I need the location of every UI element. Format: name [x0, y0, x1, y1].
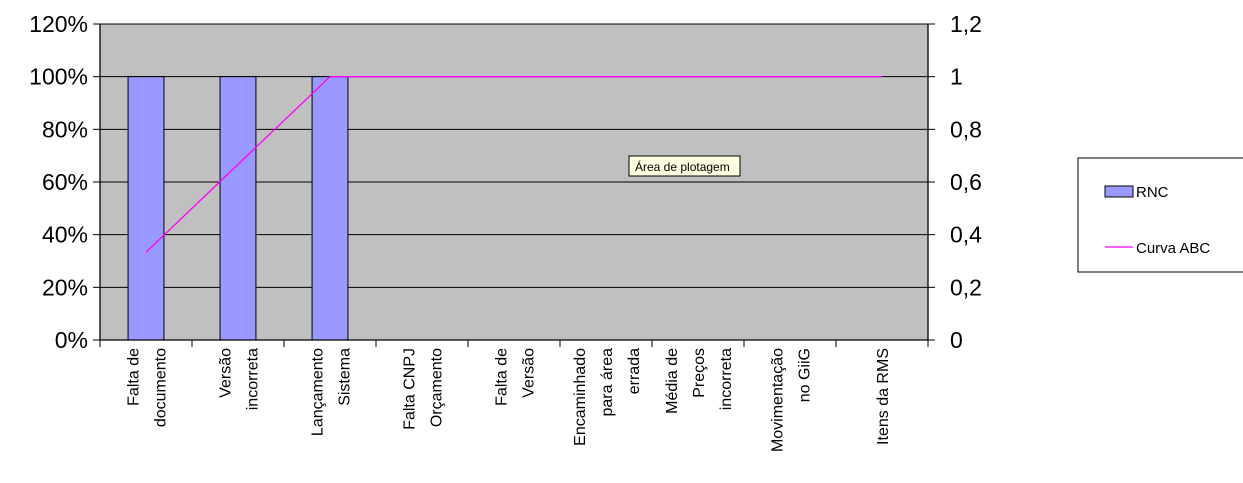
category-label-line: no GiiG [797, 348, 814, 402]
category-label-line: Falta CNPJ [402, 348, 419, 430]
right-tick-label: 0 [950, 327, 963, 353]
category-label-line: Falta de [126, 348, 143, 406]
left-tick-label: 100% [29, 64, 88, 90]
category-label-line: Sistema [337, 348, 354, 406]
bar-rnc [127, 76, 165, 341]
category-label: Movimentação no GiiG [770, 348, 814, 452]
right-tick-label: 1 [950, 64, 963, 90]
category-label-line: incorreta [718, 348, 735, 410]
bars [127, 76, 349, 341]
category-label-line: Preços [691, 348, 708, 398]
left-tick-label: 40% [42, 222, 88, 248]
legend-label-rnc: RNC [1136, 184, 1169, 201]
bar-rnc [219, 76, 257, 341]
category-label: Encaminhado para área errada [572, 348, 643, 446]
curva-abc-line [145, 76, 882, 253]
category-label: Itens da RMS [875, 348, 892, 445]
right-tick-label: 0,6 [950, 169, 982, 195]
plot-area-tooltip: Área de plotagem [628, 155, 741, 177]
legend-swatch-rnc [1104, 185, 1134, 198]
tooltip-text: Área de plotagem [635, 159, 730, 174]
right-tick-label: 0,2 [950, 274, 982, 300]
category-label-line: para área [599, 348, 616, 417]
category-label-line: incorreta [245, 348, 262, 410]
category-label: Falta CNPJ Orçamento [402, 348, 446, 430]
category-label-line: Encaminhado [572, 348, 589, 446]
left-tick-label: 120% [29, 11, 88, 37]
legend[interactable]: RNC Curva ABC [1077, 157, 1243, 273]
left-axis-ticks: 0% 20% 40% 60% 80% 100% 120% [29, 11, 100, 353]
category-label: Lançamento Sistema [310, 348, 354, 436]
right-axis-ticks: 0 0,2 0,4 0,6 0,8 1 1,2 [928, 11, 982, 353]
category-label: Falta de Versão [494, 348, 538, 406]
left-tick-label: 0% [55, 327, 88, 353]
category-label-line: Itens da RMS [875, 348, 892, 445]
category-label-line: Orçamento [429, 348, 446, 427]
right-tick-label: 1,2 [950, 11, 982, 37]
category-label-line: Versão [521, 348, 538, 398]
legend-label-curva-abc: Curva ABC [1136, 240, 1210, 257]
category-label: Média de Preços incorreta [664, 348, 735, 414]
category-label-line: errada [626, 348, 643, 394]
right-tick-label: 0,4 [950, 222, 982, 248]
left-tick-label: 60% [42, 169, 88, 195]
category-label-line: Média de [664, 348, 681, 414]
category-label-line: Versão [218, 348, 235, 398]
category-label-line: Lançamento [310, 348, 327, 436]
left-tick-label: 20% [42, 274, 88, 300]
right-tick-label: 0,8 [950, 116, 982, 142]
category-label: Falta de documento [126, 348, 170, 427]
category-label-line: Falta de [494, 348, 511, 406]
left-tick-label: 80% [42, 116, 88, 142]
category-labels: Falta de documento Versão incorreta Lançamen… [126, 348, 893, 452]
category-label: Versão incorreta [218, 348, 262, 410]
bar-rnc [311, 76, 349, 341]
category-label-line: Movimentação [770, 348, 787, 452]
category-label-line: documento [153, 348, 170, 427]
